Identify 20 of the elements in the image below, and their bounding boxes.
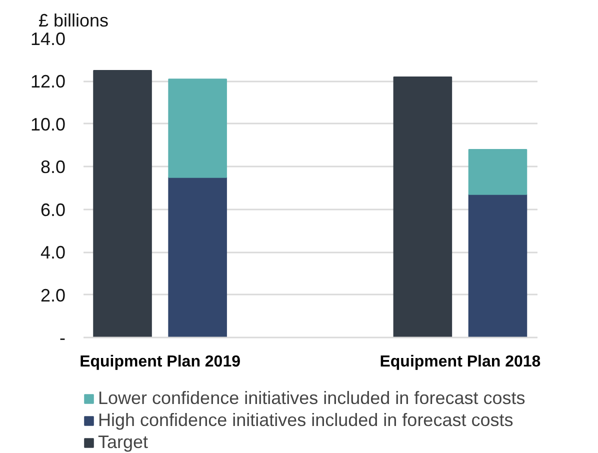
legend-label: Lower confidence initiatives included in forecast costs — [98, 388, 526, 409]
text: Equipment Plan 2019 — [80, 354, 241, 370]
y-tick-label: - — [60, 328, 66, 348]
y-tick-label: 14.0 — [30, 29, 66, 49]
bar — [393, 76, 452, 338]
y-tick-label: 8.0 — [40, 157, 66, 178]
y-tick-label: 6.0 — [40, 200, 66, 220]
y-tick-label: 2.0 — [40, 285, 66, 306]
y-axis-title: £ billions — [38, 10, 109, 30]
bar — [168, 78, 227, 178]
legend-label: Target — [98, 432, 148, 453]
bar — [93, 70, 152, 338]
bar — [468, 194, 528, 338]
y-tick-label: 4.0 — [40, 242, 66, 263]
y-tick-label: 12.0 — [30, 72, 66, 92]
y-tick-label: 10.0 — [30, 114, 66, 134]
legend-label: High confidence initiatives included in forecast costs — [98, 410, 514, 431]
text: Equipment Plan 2018 — [380, 354, 541, 370]
bar — [468, 149, 528, 195]
bar — [168, 176, 227, 338]
